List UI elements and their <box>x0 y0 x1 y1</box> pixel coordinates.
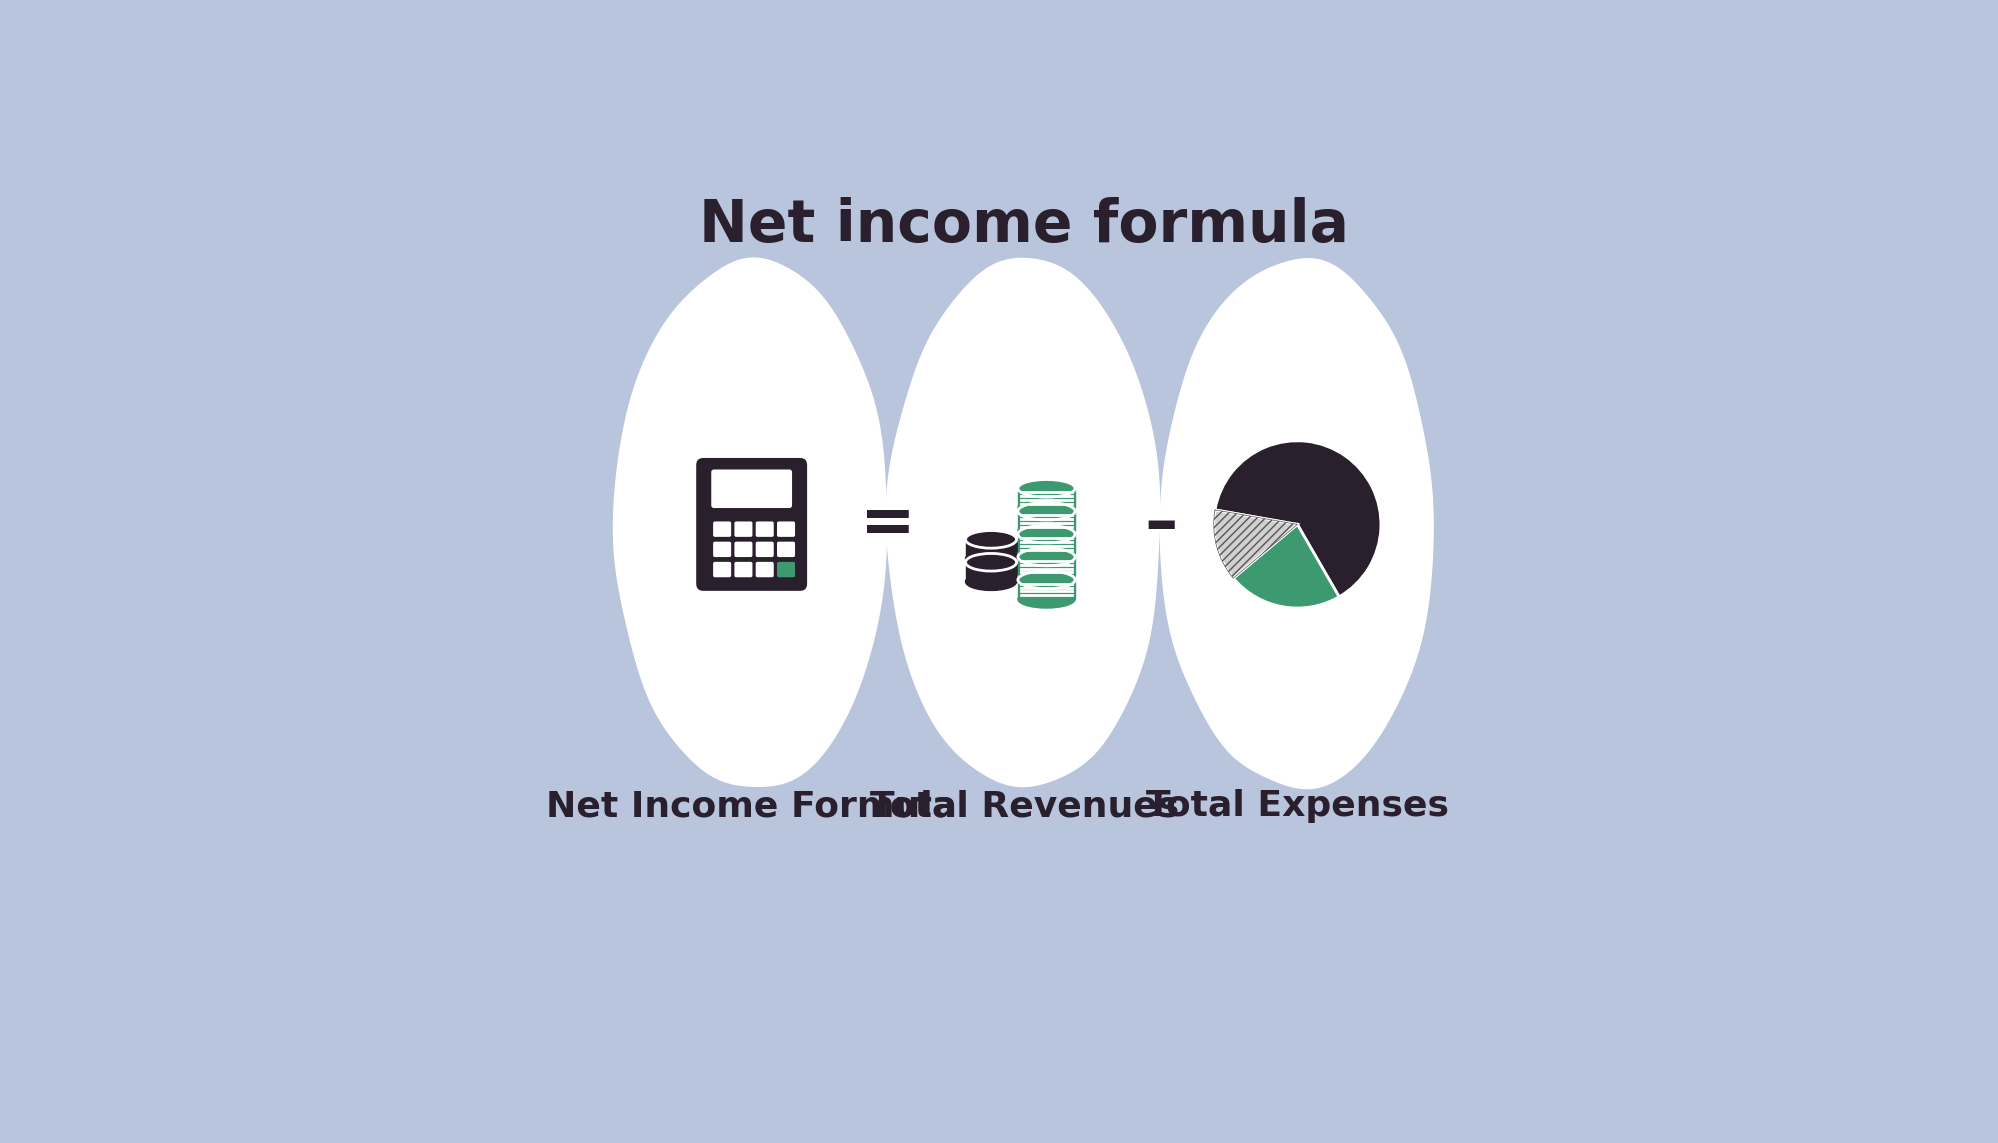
Wedge shape <box>1233 525 1339 608</box>
FancyBboxPatch shape <box>713 542 731 557</box>
FancyBboxPatch shape <box>1017 580 1075 599</box>
Wedge shape <box>1215 441 1381 597</box>
FancyBboxPatch shape <box>777 542 795 557</box>
Text: =: = <box>859 491 915 558</box>
Ellipse shape <box>965 550 1017 568</box>
Ellipse shape <box>1017 572 1075 589</box>
Ellipse shape <box>965 573 1017 591</box>
Polygon shape <box>885 258 1159 786</box>
Text: –: – <box>1143 491 1177 558</box>
Wedge shape <box>1213 510 1297 578</box>
Ellipse shape <box>1017 521 1075 539</box>
FancyBboxPatch shape <box>733 542 751 557</box>
FancyBboxPatch shape <box>1017 488 1075 507</box>
FancyBboxPatch shape <box>755 562 773 577</box>
Ellipse shape <box>1017 498 1075 517</box>
FancyBboxPatch shape <box>1017 534 1075 553</box>
Ellipse shape <box>1017 480 1075 497</box>
FancyBboxPatch shape <box>777 562 795 577</box>
FancyBboxPatch shape <box>713 562 731 577</box>
Text: Total Revenues: Total Revenues <box>869 789 1179 823</box>
Ellipse shape <box>1017 549 1075 566</box>
Ellipse shape <box>1017 591 1075 608</box>
Text: Net Income Formula: Net Income Formula <box>545 789 957 823</box>
Polygon shape <box>1159 258 1433 789</box>
FancyBboxPatch shape <box>733 562 751 577</box>
Text: Net income formula: Net income formula <box>699 197 1349 254</box>
Polygon shape <box>613 258 885 786</box>
FancyBboxPatch shape <box>711 470 791 507</box>
FancyBboxPatch shape <box>965 562 1017 582</box>
Ellipse shape <box>965 553 1017 572</box>
FancyBboxPatch shape <box>1017 511 1075 530</box>
FancyBboxPatch shape <box>1017 557 1075 576</box>
Ellipse shape <box>965 530 1017 549</box>
FancyBboxPatch shape <box>733 521 751 537</box>
FancyBboxPatch shape <box>695 458 807 591</box>
FancyBboxPatch shape <box>755 542 773 557</box>
Ellipse shape <box>1017 568 1075 585</box>
FancyBboxPatch shape <box>713 521 731 537</box>
Ellipse shape <box>1017 545 1075 562</box>
FancyBboxPatch shape <box>965 539 1017 559</box>
Text: Total Expenses: Total Expenses <box>1145 789 1449 823</box>
FancyBboxPatch shape <box>777 521 795 537</box>
FancyBboxPatch shape <box>755 521 773 537</box>
Ellipse shape <box>1017 503 1075 520</box>
Ellipse shape <box>1017 526 1075 543</box>
